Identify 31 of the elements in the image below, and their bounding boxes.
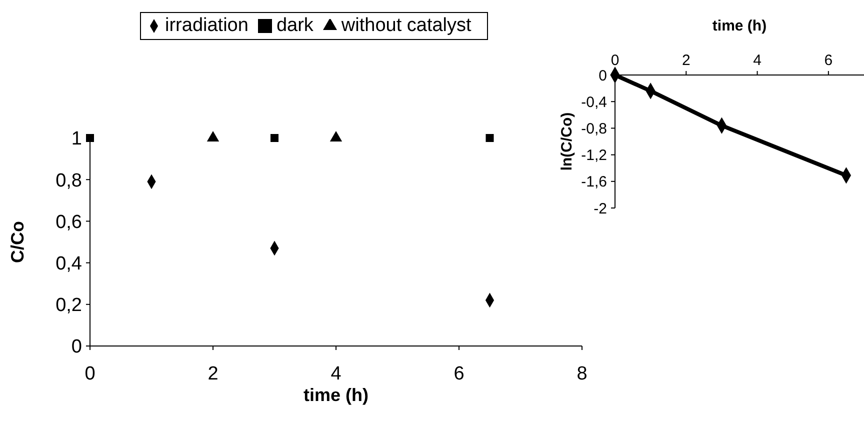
point: [86, 134, 94, 142]
x-axis-title: time (h): [712, 18, 767, 35]
y-tick-label: -1,6: [581, 174, 607, 191]
y-tick-label: 0,8: [56, 170, 82, 192]
x-axis-title: time (h): [304, 385, 368, 405]
x-tick-label: 2: [208, 363, 218, 384]
point: [270, 134, 278, 142]
y-axis-title: C/Co: [7, 221, 28, 263]
x-tick-label: 8: [576, 363, 588, 384]
legend-label: irradiation: [165, 15, 248, 36]
y-tick-label: 0,2: [56, 295, 82, 316]
y-tick-label: 0: [598, 67, 607, 84]
x-tick-label: 6: [454, 363, 464, 384]
legend-label: dark: [276, 15, 314, 36]
x-tick-label: 0: [84, 363, 96, 384]
y-tick-label: 0,6: [56, 212, 82, 233]
x-tick-label: 4: [753, 52, 762, 69]
y-tick-label: -0,4: [581, 94, 607, 111]
y-tick-label: -0,8: [581, 120, 607, 138]
x-tick-label: 4: [330, 363, 342, 384]
y-tick-label: -1,2: [581, 147, 607, 164]
legend-label: without catalyst: [341, 15, 472, 36]
x-tick-label: 6: [824, 52, 833, 69]
y-tick-label: -2: [594, 200, 607, 218]
y-axis-title: ln(C/Co): [558, 112, 576, 171]
y-tick-label: 1: [71, 128, 82, 150]
x-tick-label: 2: [682, 52, 690, 69]
x-tick-label: 0: [610, 52, 620, 69]
y-tick-label: 0: [71, 336, 82, 358]
point: [486, 134, 494, 142]
y-tick-label: 0,4: [56, 254, 82, 275]
